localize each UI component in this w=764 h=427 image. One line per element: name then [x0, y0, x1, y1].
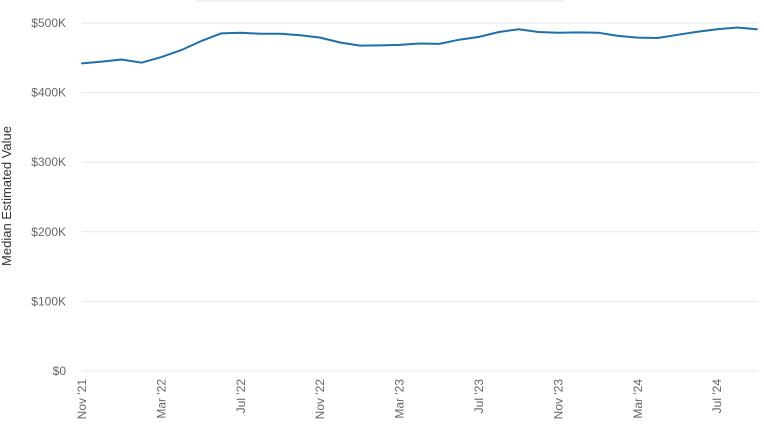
data-point[interactable]	[356, 42, 364, 50]
series-line	[81, 26, 758, 65]
data-point[interactable]	[753, 25, 761, 33]
data-point[interactable]	[177, 46, 185, 54]
data-point[interactable]	[495, 28, 503, 36]
data-point[interactable]	[634, 34, 642, 42]
data-point[interactable]	[78, 59, 86, 67]
data-point[interactable]	[614, 32, 622, 40]
data-point[interactable]	[475, 33, 483, 41]
y-tick-label: $400K	[31, 86, 66, 100]
y-tick-label: $0	[53, 364, 67, 378]
x-tick-label: Mar '22	[154, 379, 168, 419]
data-point[interactable]	[98, 58, 106, 66]
y-tick-label: $300K	[31, 155, 66, 169]
x-tick-label: Nov '21	[75, 379, 89, 420]
data-point[interactable]	[217, 29, 225, 37]
data-point[interactable]	[138, 59, 146, 67]
data-point[interactable]	[296, 31, 304, 39]
grid-layer	[82, 22, 758, 372]
data-point[interactable]	[396, 41, 404, 49]
x-tick-label: Jul '24	[710, 379, 724, 414]
data-point[interactable]	[535, 28, 543, 36]
data-point[interactable]	[277, 30, 285, 38]
x-tick-label: Mar '24	[631, 379, 645, 419]
y-axis-ticks: $0 $100K $200K $300K $400K $500K	[31, 16, 66, 378]
data-point[interactable]	[336, 39, 344, 47]
data-point[interactable]	[257, 30, 265, 38]
top-scroll-hint	[195, 0, 565, 2]
x-tick-label: Nov '23	[551, 379, 565, 420]
data-point[interactable]	[654, 34, 662, 42]
data-point[interactable]	[316, 34, 324, 42]
data-point[interactable]	[713, 25, 721, 33]
data-point[interactable]	[455, 36, 463, 44]
x-tick-label: Nov '22	[313, 379, 327, 420]
x-tick-label: Jul '22	[234, 379, 248, 414]
y-tick-label: $100K	[31, 294, 66, 308]
y-tick-label: $200K	[31, 225, 66, 239]
data-point[interactable]	[554, 29, 562, 37]
data-point[interactable]	[197, 37, 205, 45]
data-point[interactable]	[515, 25, 523, 33]
data-point[interactable]	[693, 28, 701, 36]
data-point[interactable]	[435, 40, 443, 48]
x-axis-ticks: Nov '21 Mar '22 Jul '22 Nov '22 Mar '23 Jul '…	[75, 379, 724, 420]
data-point[interactable]	[733, 24, 741, 32]
data-point[interactable]	[594, 29, 602, 37]
data-point[interactable]	[118, 56, 126, 64]
data-point[interactable]	[157, 53, 165, 61]
y-axis-label: Median Estimated Value	[0, 126, 14, 266]
x-tick-label: Mar '23	[393, 379, 407, 419]
y-tick-label: $500K	[31, 16, 66, 30]
data-point[interactable]	[237, 29, 245, 37]
data-point[interactable]	[674, 31, 682, 39]
data-point[interactable]	[574, 28, 582, 36]
series-layer	[78, 24, 761, 67]
x-tick-label: Jul '23	[472, 379, 486, 414]
data-point[interactable]	[416, 40, 424, 48]
data-point[interactable]	[376, 41, 384, 49]
